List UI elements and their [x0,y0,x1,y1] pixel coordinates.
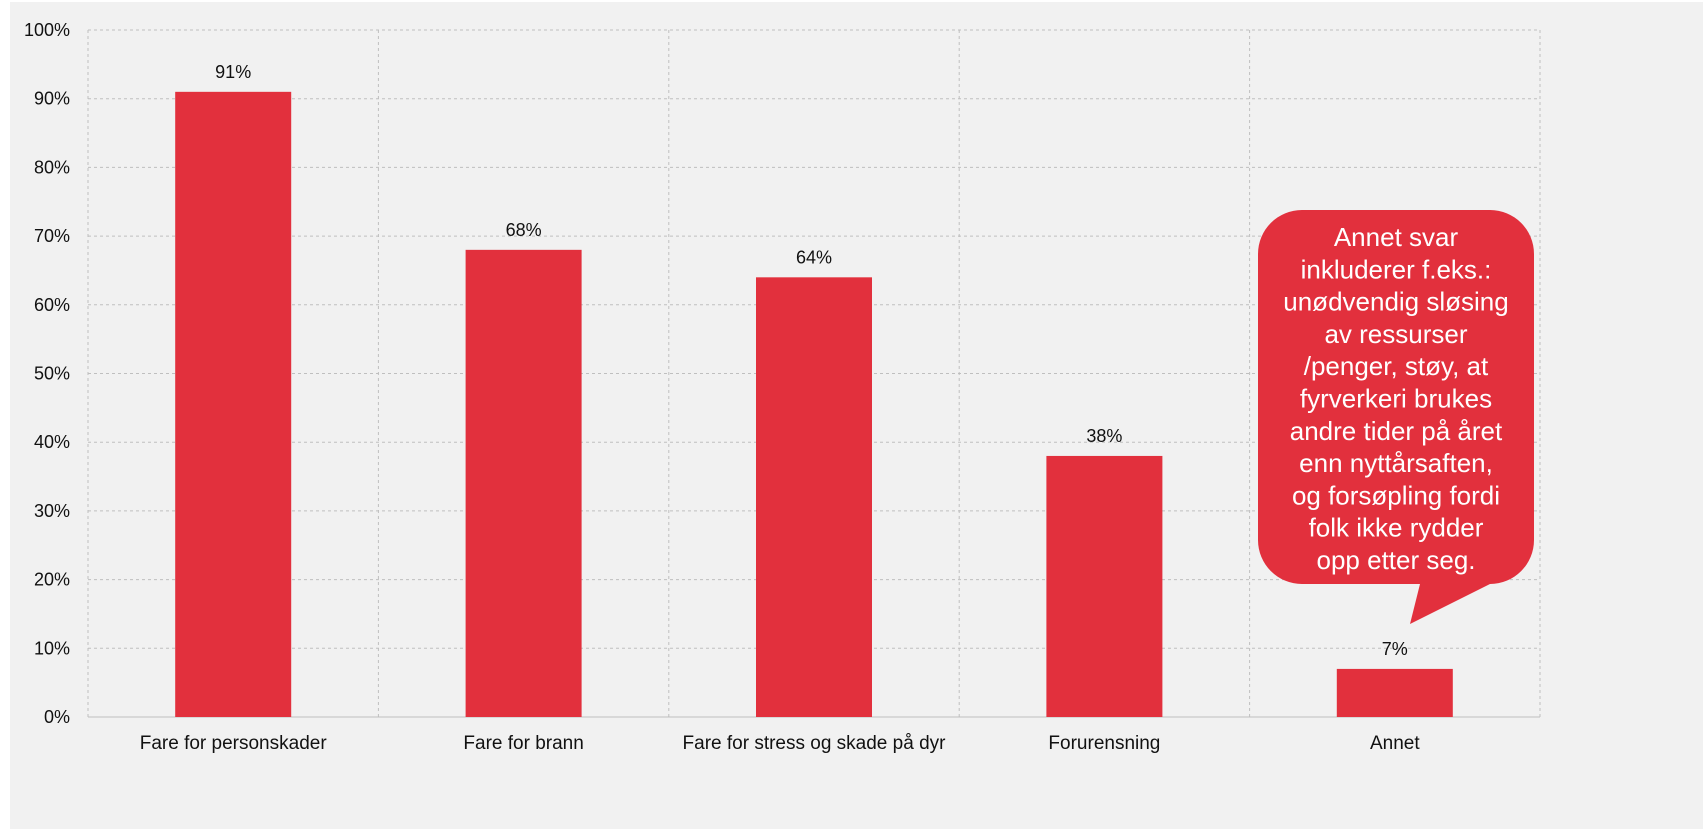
bars [175,91,1453,717]
bar [1336,668,1453,717]
callout-text-line: inkluderer f.eks.: [1301,254,1492,284]
y-tick-label: 50% [34,364,70,384]
data-label: 64% [796,247,832,267]
data-label: 7% [1382,639,1408,659]
y-tick-label: 70% [34,226,70,246]
category-label: Annet [1370,733,1420,754]
callout-text-line: andre tider på året [1290,416,1503,446]
data-label: 68% [506,220,542,240]
bar [175,91,292,717]
bar [465,249,582,717]
y-tick-label: 40% [34,432,70,452]
category-label: Fare for personskader [140,733,328,754]
category-label: Forurensning [1048,733,1160,754]
callout-bubble [1258,210,1534,624]
callout-text-line: og forsøpling fordi [1292,480,1500,510]
annotation-callout: Annet svar inkluderer f.eks.: unødvendig s… [1258,210,1534,624]
callout-text-line: /penger, støy, at [1304,351,1489,381]
y-axis-tick-labels: 0% 10% 20% 30% 40% 50% 60% 70% 80% 90% 100% [24,20,70,727]
callout-text: Annet svar inkluderer f.eks.: unødvendig s… [1283,222,1508,575]
y-tick-label: 20% [34,570,70,590]
category-label: Fare for stress og skade på dyr [683,733,947,754]
callout-text-line: opp etter seg. [1317,545,1476,575]
bar [756,277,872,717]
y-tick-label: 90% [34,89,70,109]
y-tick-label: 10% [34,638,70,658]
y-tick-label: 30% [34,501,70,521]
x-axis-category-labels: Fare for personskader Fare for brann Fare … [140,733,1421,754]
y-tick-label: 100% [24,20,70,40]
callout-text-line: fyrverkeri brukes [1300,384,1492,414]
category-label: Fare for brann [463,733,583,754]
callout-text-line: unødvendig sløsing [1283,287,1508,317]
callout-text-line: enn nyttårsaften, [1299,448,1493,478]
callout-text-line: folk ikke rydder [1309,513,1484,543]
data-label: 38% [1086,426,1122,446]
data-labels: 91% 68% 64% 38% 7% [215,62,1408,659]
y-tick-label: 0% [44,707,70,727]
callout-text-line: av ressurser [1324,319,1467,349]
data-label: 91% [215,62,251,82]
callout-text-line: Annet svar [1334,222,1459,252]
y-tick-label: 60% [34,295,70,315]
bar [1046,455,1163,717]
y-tick-label: 80% [34,157,70,177]
